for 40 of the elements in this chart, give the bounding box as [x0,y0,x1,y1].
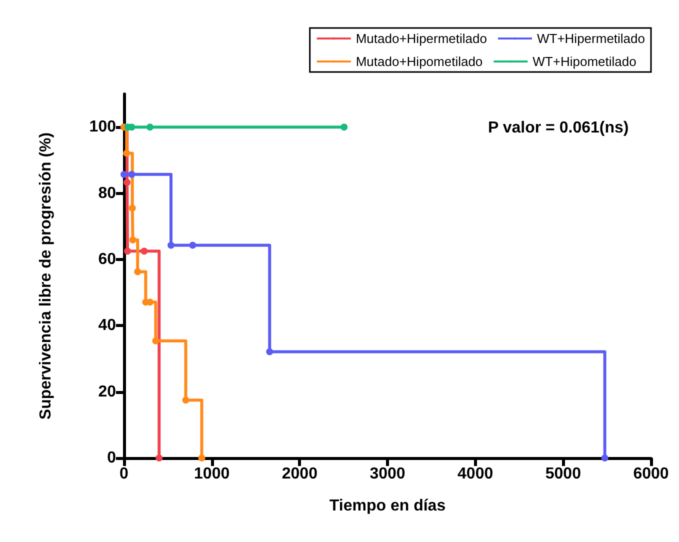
y-tick-label: 40 [98,317,116,334]
legend-label: Mutado+Hipermetilado [356,31,487,46]
legend-label: Mutado+Hipometilado [356,54,483,69]
y-tick-label: 80 [98,184,116,202]
point [156,454,163,462]
point [124,248,132,255]
y-tick-label: 100 [89,118,116,136]
point [123,150,130,157]
point [128,170,136,178]
y-tick-label: 0 [107,450,116,466]
point [134,268,142,276]
legend-label: WT+Hipermetilado [536,31,646,46]
x-axis-title: Tiempo en días [329,498,446,514]
x-tick-label: 0 [120,466,129,482]
x-tick-label: 4000 [458,466,494,482]
point [189,242,196,249]
point [120,170,128,178]
point [182,396,190,404]
x-tick-label: 3000 [370,466,406,482]
point [266,348,274,356]
y-tick-label: 60 [98,250,116,268]
point [140,248,148,255]
x-tick-label: 2000 [282,466,318,482]
point [601,454,608,462]
x-tick-label: 6000 [633,466,669,482]
point [168,242,174,249]
x-tick-label: 1000 [194,466,230,482]
point [128,204,136,212]
annotation: P valor = 0.061(ns) [488,120,629,136]
point [124,178,131,186]
point [340,124,348,131]
point [146,124,154,131]
point [129,236,136,244]
y-axis-title: Supervivencia libre de progresión (%) [38,132,54,420]
legend-label: WT+Hipometilado [532,54,636,69]
y-tick-label: 20 [98,383,116,400]
point [152,337,160,344]
point [198,454,206,462]
point [146,298,154,306]
x-tick-label: 5000 [545,466,582,482]
